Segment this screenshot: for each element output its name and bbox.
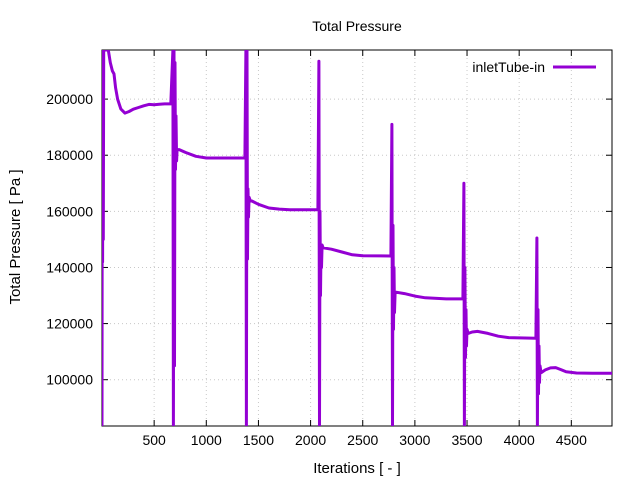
x-tick-label: 2500	[347, 432, 378, 448]
y-tick-label: 140000	[46, 259, 93, 275]
legend: inletTube-in	[472, 59, 596, 75]
x-tick-label: 1500	[243, 432, 274, 448]
x-tick-label: 3000	[399, 432, 430, 448]
x-axis-label: Iterations [ - ]	[313, 460, 401, 477]
x-tick-labels: 500 1000 1500 2000 2500 3000 3500 4000 4500	[142, 432, 587, 448]
grid-lines	[102, 50, 612, 426]
legend-label: inletTube-in	[472, 59, 545, 75]
y-tick-label: 200000	[46, 91, 93, 107]
series-layer	[102, 50, 612, 426]
y-tick-label: 160000	[46, 203, 93, 219]
x-tick-label: 1000	[191, 432, 222, 448]
x-tick-label: 500	[142, 432, 166, 448]
y-axis-label: Total Pressure [ Pa ]	[7, 169, 24, 304]
series-line-inletTube-in	[102, 50, 612, 426]
y-tick-label: 120000	[46, 316, 93, 332]
y-tick-label: 180000	[46, 147, 93, 163]
x-tick-label: 3500	[451, 432, 482, 448]
x-tick-label: 4000	[504, 432, 535, 448]
x-tick-label: 4500	[556, 432, 587, 448]
y-tick-label: 100000	[46, 372, 93, 388]
axis-ticks	[102, 50, 612, 426]
y-tick-labels: 100000 120000 140000 160000 180000 200000	[46, 91, 93, 388]
x-tick-label: 2000	[295, 432, 326, 448]
chart-title: Total Pressure	[312, 18, 402, 34]
